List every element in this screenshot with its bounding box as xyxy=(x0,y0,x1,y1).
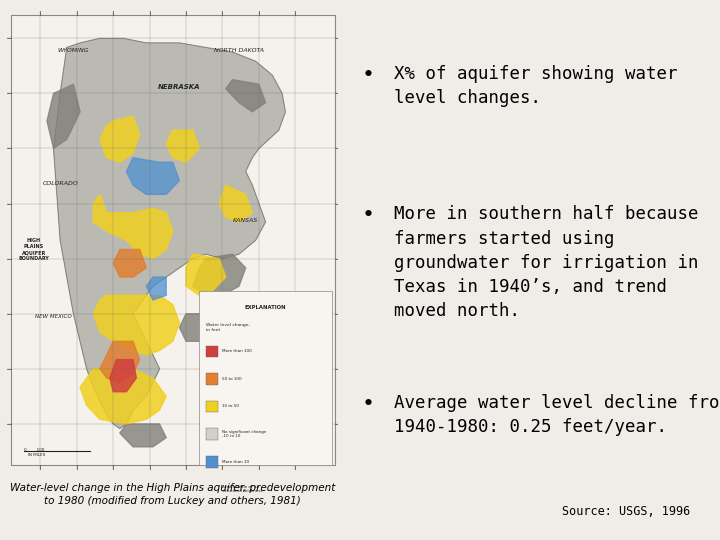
FancyBboxPatch shape xyxy=(206,346,217,357)
Polygon shape xyxy=(47,84,80,148)
Polygon shape xyxy=(100,341,140,382)
Polygon shape xyxy=(100,116,140,162)
Text: 50 to 100: 50 to 100 xyxy=(222,377,242,381)
Polygon shape xyxy=(80,369,166,424)
Polygon shape xyxy=(146,277,166,300)
Text: COLORADO: COLORADO xyxy=(42,181,78,186)
Text: EXPLANATION: EXPLANATION xyxy=(245,305,287,309)
Text: Area of little or no
saturated thickness: Area of little or no saturated thickness xyxy=(222,485,263,494)
FancyBboxPatch shape xyxy=(206,374,217,385)
Polygon shape xyxy=(127,158,179,194)
FancyBboxPatch shape xyxy=(206,484,217,495)
Text: 10 to 50: 10 to 50 xyxy=(222,404,240,408)
Polygon shape xyxy=(94,295,179,355)
Text: X% of aquifer showing water
level changes.: X% of aquifer showing water level change… xyxy=(395,65,678,107)
Text: OKLAHOMA: OKLAHOMA xyxy=(221,301,257,306)
FancyBboxPatch shape xyxy=(199,291,332,465)
Polygon shape xyxy=(219,185,252,222)
Text: NEBRASKA: NEBRASKA xyxy=(158,84,201,90)
Polygon shape xyxy=(226,79,266,112)
Text: More than 100: More than 100 xyxy=(222,349,252,353)
FancyBboxPatch shape xyxy=(206,456,217,468)
Polygon shape xyxy=(179,314,212,341)
Text: Water-level change in the High Plains aquifer, predevelopment
to 1980 (modified : Water-level change in the High Plains aq… xyxy=(10,483,336,506)
Polygon shape xyxy=(120,424,166,447)
Text: 0        100
   IN MILES: 0 100 IN MILES xyxy=(24,448,45,457)
Text: No significant change
-10 to 10: No significant change -10 to 10 xyxy=(222,430,267,438)
FancyBboxPatch shape xyxy=(11,15,335,465)
Text: Water level change,
in feet: Water level change, in feet xyxy=(206,323,250,332)
Polygon shape xyxy=(53,38,285,429)
Polygon shape xyxy=(94,194,173,259)
Text: •: • xyxy=(361,65,374,85)
Text: NORTH DAKOTA: NORTH DAKOTA xyxy=(214,48,264,53)
Polygon shape xyxy=(110,360,136,392)
Text: HIGH
PLAINS
AQUIFER
BOUNDARY: HIGH PLAINS AQUIFER BOUNDARY xyxy=(18,238,49,261)
Text: •: • xyxy=(361,205,374,225)
Text: More than 10: More than 10 xyxy=(222,460,250,463)
Polygon shape xyxy=(113,249,146,277)
Text: NEW MEXICO: NEW MEXICO xyxy=(35,314,72,319)
Text: Average water level decline from
1940-1980: 0.25 feet/year.: Average water level decline from 1940-19… xyxy=(395,394,720,436)
FancyBboxPatch shape xyxy=(206,401,217,413)
Text: KANSAS: KANSAS xyxy=(233,218,258,223)
Polygon shape xyxy=(193,254,246,295)
Text: WYOMING: WYOMING xyxy=(58,48,89,53)
Polygon shape xyxy=(186,254,226,295)
Text: •: • xyxy=(361,394,374,414)
Text: TEXAS: TEXAS xyxy=(212,383,233,388)
Text: Source: USGS, 1996: Source: USGS, 1996 xyxy=(562,505,690,518)
FancyBboxPatch shape xyxy=(206,429,217,440)
Text: More in southern half because
farmers started using
groundwater for irrigation i: More in southern half because farmers st… xyxy=(395,205,699,320)
Polygon shape xyxy=(166,130,199,162)
